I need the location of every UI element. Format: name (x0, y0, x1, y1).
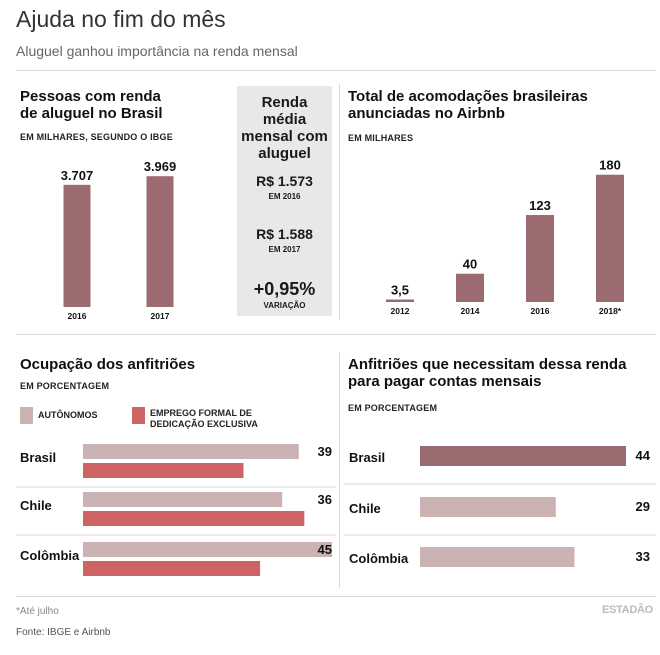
infobox-variation: +0,95% (253, 279, 316, 299)
bills-unit: EM PORCENTAGEM (348, 403, 438, 413)
bar-emprego-formal-chile (83, 511, 305, 526)
bar-colombia (420, 547, 575, 567)
bills-title-line-2: para pagar contas mensais (348, 373, 542, 390)
infobox-title-line-2: média (262, 111, 307, 128)
infobox-variation-label: VARIAÇÃO (263, 301, 306, 310)
bar-2016 (63, 184, 91, 307)
panel-divider-vertical-bottom (339, 352, 340, 588)
tick-label-2016: 2016 (531, 306, 550, 316)
data-label-2018: 180 (599, 158, 621, 173)
category-label-chile: Chile (20, 498, 52, 513)
rent-income-unit: EM MILHARES, SEGUNDO O IBGE (20, 132, 173, 142)
panel-divider-horizontal (16, 334, 656, 335)
data-label-2016: 123 (529, 198, 551, 213)
airbnb-unit: EM MILHARES (348, 133, 414, 143)
category-label-brasil: Brasil (349, 450, 385, 465)
bar-autonomos-colombia (83, 542, 332, 557)
footer-divider (16, 596, 656, 597)
tick-label-2018: 2018* (599, 306, 622, 316)
rent-income-title-line-1: Pessoas com renda (20, 88, 161, 105)
infobox-label-2017: EM 2017 (268, 245, 301, 254)
panel-divider-vertical-top (339, 84, 340, 320)
source-note: Fonte: IBGE e Airbnb (16, 627, 111, 638)
infobox-value-2016: R$ 1.573 (256, 173, 313, 189)
category-label-colombia: Colômbia (349, 551, 409, 566)
bills-title-line-1: Anfitriões que necessitam dessa renda (348, 356, 627, 373)
header-divider (16, 70, 656, 71)
occupation-chart-title: Ocupação dos anfitriões (20, 356, 196, 373)
bar-emprego-formal-brasil (83, 463, 244, 478)
tick-label-2017: 2017 (151, 311, 170, 321)
bar-2014 (456, 273, 484, 302)
average-rent-infobox: Renda média mensal com aluguel R$ 1.573 … (237, 86, 332, 316)
legend-swatch-emprego-formal (132, 407, 145, 424)
footnote: *Até julho (16, 606, 59, 617)
bar-2018 (596, 174, 624, 302)
legend-swatch-autonomos (20, 407, 33, 424)
rent-income-chart-title: Pessoas com renda de aluguel no Brasil (20, 88, 163, 122)
data-label-chile: 29 (636, 499, 650, 514)
data-label-2016: 3.707 (61, 168, 94, 183)
infobox-title-line-3: mensal com (241, 128, 328, 145)
page-title: Ajuda no fim do mês (16, 6, 226, 32)
infobox-value-2017: R$ 1.588 (256, 226, 313, 242)
infobox-title-line-1: Renda (261, 94, 308, 111)
legend-label-emprego-formal: EMPREGO FORMAL DE DEDICAÇÃO EXCLUSIVA (150, 408, 258, 430)
rent-income-title-line-2: de aluguel no Brasil (20, 105, 163, 122)
data-label-autonomos-brasil: 39 (318, 444, 332, 459)
airbnb-bar-chart: 3,5 2012 40 2014 123 2016 180 2018* (386, 158, 624, 316)
tick-label-2012: 2012 (391, 306, 410, 316)
category-label-chile: Chile (349, 501, 381, 516)
airbnb-title-line-2: anunciadas no Airbnb (348, 105, 505, 122)
bills-bar-chart: Brasil 44 Chile 29 Colômbia 33 (344, 446, 656, 567)
bar-2016 (526, 215, 554, 302)
legend-label-emprego-line-1: EMPREGO FORMAL DE (150, 408, 252, 418)
data-label-2014: 40 (463, 257, 477, 272)
legend-label-autonomos: AUTÔNOMOS (38, 410, 98, 420)
bar-emprego-formal-colombia (83, 561, 261, 576)
occupation-bar-chart: Brasil 39 Chile 36 Colômbia 45 (16, 444, 336, 576)
tick-label-2014: 2014 (461, 306, 480, 316)
data-label-brasil: 44 (636, 448, 651, 463)
bar-autonomos-brasil (83, 444, 299, 459)
category-label-colombia: Colômbia (20, 548, 80, 563)
bills-chart-title: Anfitriões que necessitam dessa renda pa… (348, 356, 626, 390)
bar-chile (420, 497, 556, 517)
category-label-brasil: Brasil (20, 450, 56, 465)
data-label-colombia: 33 (636, 549, 650, 564)
data-label-autonomos-chile: 36 (318, 492, 332, 507)
brand-logo: ESTADÃO (602, 604, 653, 616)
legend-label-emprego-line-2: DEDICAÇÃO EXCLUSIVA (150, 419, 258, 429)
occupation-legend: AUTÔNOMOS EMPREGO FORMAL DE DEDICAÇÃO EX… (20, 405, 320, 435)
airbnb-chart-title: Total de acomodações brasileiras anuncia… (348, 88, 588, 122)
data-label-2017: 3.969 (144, 159, 177, 174)
airbnb-title-line-1: Total de acomodações brasileiras (348, 88, 588, 105)
bar-2017 (146, 176, 174, 307)
occupation-unit: EM PORCENTAGEM (20, 381, 110, 391)
data-label-2012: 3,5 (391, 283, 409, 298)
rent-income-bar-chart: 3.707 2016 3.969 2017 (61, 159, 177, 321)
bar-2012 (386, 299, 414, 302)
bar-brasil (420, 446, 626, 466)
infobox-title-line-4: aluguel (258, 145, 311, 162)
data-label-autonomos-colombia: 45 (318, 542, 332, 557)
infobox-label-2016: EM 2016 (268, 192, 301, 201)
page-subtitle: Aluguel ganhou importância na renda mens… (16, 43, 298, 59)
bar-autonomos-chile (83, 492, 283, 507)
tick-label-2016: 2016 (68, 311, 87, 321)
infobox-title: Renda média mensal com aluguel (237, 94, 332, 162)
